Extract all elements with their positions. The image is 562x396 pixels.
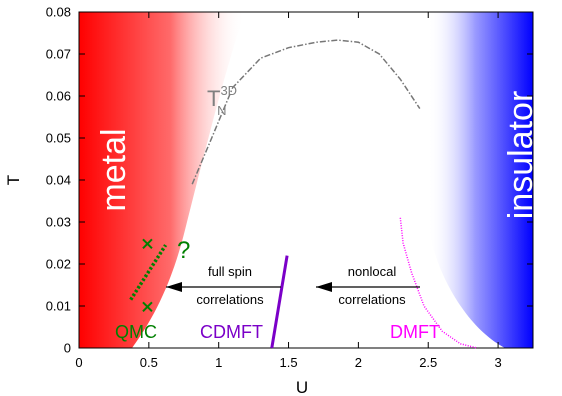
x-tick-label: 3 (494, 355, 501, 370)
x-tick-label: 0 (75, 355, 82, 370)
y-tick-label: 0.02 (46, 257, 71, 272)
metal-region (79, 12, 245, 348)
y-tick-label: 0.06 (46, 89, 71, 104)
full-spin-annotation: full spin correlations (166, 264, 281, 307)
x-tick-label: 2.5 (419, 355, 437, 370)
cdmft-label: CDMFT (200, 322, 263, 342)
svg-text:correlations: correlations (338, 292, 406, 307)
svg-text:correlations: correlations (196, 292, 264, 307)
x-tick-label: 1.5 (279, 355, 297, 370)
nonlocal-annotation: nonlocal correlations (316, 264, 420, 307)
y-tick-label: 0.04 (46, 173, 71, 188)
svg-text:nonlocal: nonlocal (348, 264, 397, 279)
x-axis-label: U (296, 378, 308, 396)
y-ticks: 0 0.01 0.02 0.03 0.04 0.05 0.06 0.07 0.08 (46, 5, 533, 356)
x-tick-label: 2 (355, 355, 362, 370)
y-axis-label: T (4, 175, 23, 185)
qmc-cross-marker (142, 238, 153, 250)
y-tick-label: 0.05 (46, 131, 71, 146)
qmc-label: QMC (115, 322, 157, 342)
y-tick-label: 0 (64, 341, 71, 356)
insulator-region (428, 12, 533, 348)
qmc-markers (142, 238, 153, 313)
svg-text:full spin: full spin (208, 264, 252, 279)
neel-temperature-label: T3D N (207, 83, 237, 118)
dmft-label: DMFT (390, 322, 440, 342)
x-tick-label: 1 (215, 355, 222, 370)
y-tick-label: 0.07 (46, 47, 71, 62)
dmft-line (399, 217, 478, 349)
neel-temperature-line (191, 39, 421, 185)
metal-label: metal (95, 128, 133, 211)
x-ticks: 0 0.5 1 1.5 2 2.5 3 (75, 12, 502, 370)
y-tick-label: 0.08 (46, 5, 71, 20)
qmc-cross-marker (142, 301, 153, 313)
qmc-line (129, 244, 168, 301)
x-tick-label: 0.5 (140, 355, 158, 370)
insulator-label: insulator (502, 91, 540, 220)
y-tick-label: 0.01 (46, 299, 71, 314)
question-mark: ? (177, 237, 190, 264)
y-tick-label: 0.03 (46, 215, 71, 230)
cdmft-line (270, 255, 289, 349)
